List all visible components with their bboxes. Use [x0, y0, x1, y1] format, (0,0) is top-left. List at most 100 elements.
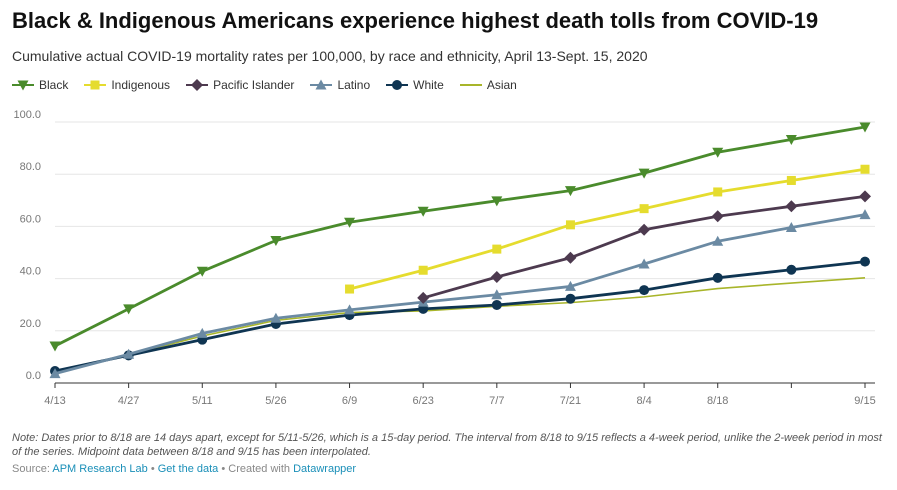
source-link[interactable]: APM Research Lab — [52, 463, 148, 475]
legend-item-white: White — [386, 78, 444, 92]
data-point-black — [785, 134, 797, 145]
legend-swatch — [84, 80, 107, 90]
legend-swatch — [459, 84, 482, 86]
data-point-pacific-islander — [638, 223, 651, 236]
x-tick-label: 7/7 — [489, 395, 504, 407]
series-line-asian — [54, 277, 866, 374]
legend-item-asian: Asian — [459, 78, 517, 92]
chart-title: Black & Indigenous Americans experience … — [12, 8, 819, 33]
y-tick-label: 20.0 — [20, 318, 41, 330]
y-tick-label: 100.0 — [13, 109, 41, 121]
data-point-black — [491, 196, 503, 207]
footer-separator: • — [221, 463, 226, 475]
data-point-white — [491, 299, 502, 310]
data-point-indigenous — [418, 265, 428, 275]
legend-label: Black — [39, 78, 69, 92]
legend-swatch — [12, 80, 34, 91]
y-tick-label: 40.0 — [20, 266, 41, 278]
datawrapper-link[interactable]: Datawrapper — [293, 463, 357, 475]
data-point-black — [564, 186, 576, 197]
x-tick-label: 8/4 — [636, 395, 651, 407]
legend-swatch — [186, 79, 209, 91]
created-with-label: Created with — [228, 463, 291, 475]
chart-note: Note: Dates prior to 8/18 are 14 days ap… — [12, 432, 882, 458]
chart-legend: Black Indigenous Pacific Islander Latino Whi… — [12, 78, 517, 92]
legend-item-indigenous: Indigenous — [84, 78, 170, 92]
data-point-latino — [49, 368, 61, 379]
legend-swatch — [386, 80, 409, 90]
data-point-black — [859, 122, 871, 133]
data-point-black — [49, 341, 61, 352]
x-tick-label: 8/18 — [707, 395, 728, 407]
data-point-latino — [491, 289, 503, 300]
legend-label: Indigenous — [111, 78, 171, 92]
series-line-white — [54, 260, 866, 373]
data-point-white — [639, 285, 650, 296]
get-data-link[interactable]: Get the data — [157, 463, 219, 475]
data-point-indigenous — [639, 204, 649, 214]
legend-marker — [191, 79, 204, 91]
series-line-latino — [54, 213, 866, 375]
data-point-black — [196, 266, 208, 277]
data-point-indigenous — [860, 164, 870, 174]
data-point-latino — [859, 209, 871, 220]
line-chart: 0.0 20.0 40.0 60.0 80.0 100.0 4/13 4/27 5/11 5/26… — [13, 109, 875, 407]
legend-item-pacific-islander: Pacific Islander — [186, 78, 294, 92]
x-tick-label: 7/21 — [560, 395, 581, 407]
legend-label: White — [413, 78, 444, 92]
data-point-pacific-islander — [859, 190, 871, 203]
data-point-latino — [123, 348, 135, 359]
data-point-indigenous — [786, 175, 796, 185]
data-point-pacific-islander — [785, 200, 798, 213]
x-tick-label: 4/27 — [118, 395, 139, 407]
footer-separator: • — [150, 463, 155, 475]
data-point-white — [565, 293, 576, 304]
data-point-indigenous — [492, 244, 502, 254]
y-tick-label: 80.0 — [20, 161, 41, 173]
data-point-latino — [638, 258, 650, 269]
data-point-black — [712, 147, 724, 158]
chart-footer: Source: APM Research Lab • Get the data … — [12, 463, 356, 475]
data-point-white — [712, 272, 723, 283]
legend-item-latino: Latino — [310, 78, 370, 92]
x-tick-label: 5/11 — [192, 395, 213, 407]
x-tick-label: 6/9 — [342, 395, 357, 407]
series-line-black — [54, 125, 866, 348]
data-point-black — [270, 235, 282, 246]
x-tick-label: 6/23 — [412, 395, 433, 407]
legend-label: Latino — [337, 78, 371, 92]
data-point-latino — [344, 304, 356, 315]
x-tick-label: 5/26 — [265, 395, 286, 407]
data-point-indigenous — [345, 284, 355, 294]
data-point-pacific-islander — [490, 271, 503, 284]
data-point-indigenous — [565, 220, 575, 230]
x-tick-label: 4/13 — [44, 395, 65, 407]
legend-swatch — [310, 79, 333, 90]
data-point-latino — [785, 221, 797, 232]
legend-marker — [17, 80, 29, 91]
data-point-white — [786, 264, 797, 275]
chart-subtitle: Cumulative actual COVID-19 mortality rat… — [12, 48, 648, 64]
x-tick-label: 9/15 — [854, 395, 875, 407]
series-line-indigenous — [349, 167, 866, 291]
data-point-pacific-islander — [417, 291, 430, 304]
data-point-black — [344, 217, 356, 228]
data-point-black — [417, 206, 429, 217]
legend-marker — [90, 80, 100, 90]
data-point-latino — [270, 312, 282, 323]
data-point-latino — [712, 235, 724, 246]
data-point-pacific-islander — [564, 251, 577, 264]
data-point-black — [638, 168, 650, 179]
legend-marker — [315, 79, 327, 90]
data-point-latino — [564, 280, 576, 291]
y-tick-label: 0.0 — [26, 370, 41, 382]
data-point-latino — [196, 327, 208, 338]
data-point-white — [860, 256, 870, 267]
y-tick-label: 60.0 — [20, 213, 41, 225]
legend-label: Asian — [486, 78, 517, 92]
legend-label: Pacific Islander — [213, 78, 295, 92]
data-point-pacific-islander — [711, 210, 724, 223]
legend-item-black: Black — [12, 78, 68, 92]
legend-marker — [392, 80, 403, 90]
data-point-indigenous — [713, 187, 723, 197]
